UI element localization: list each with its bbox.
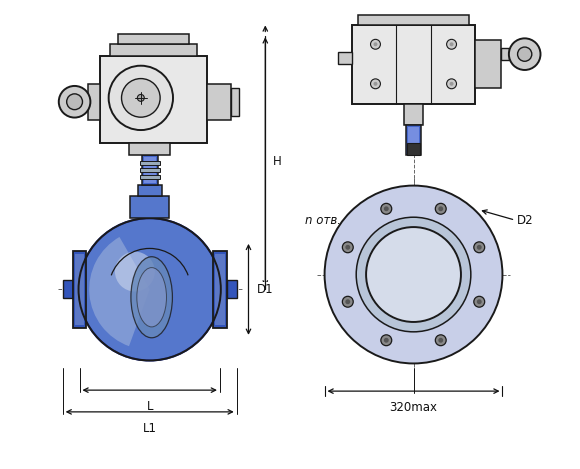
Circle shape	[345, 245, 350, 250]
Circle shape	[371, 79, 380, 89]
Bar	[475, 40, 501, 88]
Bar	[405, 125, 422, 155]
Bar	[110, 44, 197, 56]
Bar	[227, 280, 237, 298]
Circle shape	[345, 299, 350, 304]
Circle shape	[477, 299, 482, 304]
Bar	[100, 56, 207, 143]
Circle shape	[474, 296, 485, 307]
Circle shape	[371, 39, 380, 49]
Circle shape	[517, 47, 532, 61]
Circle shape	[436, 335, 446, 346]
Bar	[213, 251, 227, 328]
Circle shape	[366, 227, 461, 322]
Bar	[118, 34, 189, 44]
Bar	[404, 104, 423, 125]
Circle shape	[381, 204, 392, 214]
Bar	[130, 197, 169, 218]
Bar	[231, 88, 238, 115]
Bar	[72, 251, 86, 328]
Circle shape	[447, 39, 456, 49]
Circle shape	[438, 338, 443, 343]
Bar	[338, 52, 351, 64]
Bar	[138, 185, 162, 197]
Ellipse shape	[131, 257, 172, 338]
Text: n отв. d: n отв. d	[305, 214, 352, 227]
Bar	[501, 48, 509, 60]
Bar	[129, 143, 171, 155]
Circle shape	[450, 42, 454, 46]
Text: L: L	[146, 400, 153, 413]
Circle shape	[122, 79, 160, 117]
Bar	[140, 168, 160, 172]
Circle shape	[384, 206, 389, 211]
Circle shape	[438, 206, 443, 211]
Circle shape	[436, 204, 446, 214]
Circle shape	[108, 66, 173, 130]
Circle shape	[447, 79, 456, 89]
Circle shape	[342, 296, 353, 307]
Circle shape	[325, 186, 502, 363]
Wedge shape	[89, 237, 150, 346]
Bar	[140, 175, 160, 179]
Circle shape	[374, 82, 378, 86]
Circle shape	[67, 94, 82, 110]
Text: L1: L1	[143, 422, 157, 435]
Circle shape	[342, 242, 353, 253]
Ellipse shape	[137, 268, 166, 327]
Circle shape	[450, 82, 454, 86]
Bar	[63, 280, 72, 298]
Bar	[88, 84, 100, 120]
Circle shape	[78, 218, 221, 361]
Bar	[140, 161, 160, 165]
Bar	[75, 254, 85, 325]
Text: D2: D2	[517, 214, 534, 227]
Bar	[408, 127, 419, 153]
Circle shape	[384, 338, 389, 343]
Circle shape	[374, 42, 378, 46]
Text: 320max: 320max	[390, 401, 437, 414]
Circle shape	[509, 38, 541, 70]
Text: D1: D1	[256, 283, 273, 296]
Text: H: H	[273, 155, 282, 168]
Circle shape	[59, 86, 90, 118]
Bar	[215, 254, 225, 325]
Circle shape	[356, 217, 471, 332]
Bar	[407, 143, 420, 155]
Bar	[358, 15, 469, 24]
Circle shape	[477, 245, 482, 250]
Circle shape	[115, 252, 155, 291]
Bar	[207, 84, 231, 120]
Bar	[351, 24, 475, 104]
Bar	[144, 157, 155, 182]
Circle shape	[137, 94, 144, 101]
Circle shape	[474, 242, 485, 253]
Circle shape	[381, 335, 392, 346]
Bar	[142, 155, 158, 185]
